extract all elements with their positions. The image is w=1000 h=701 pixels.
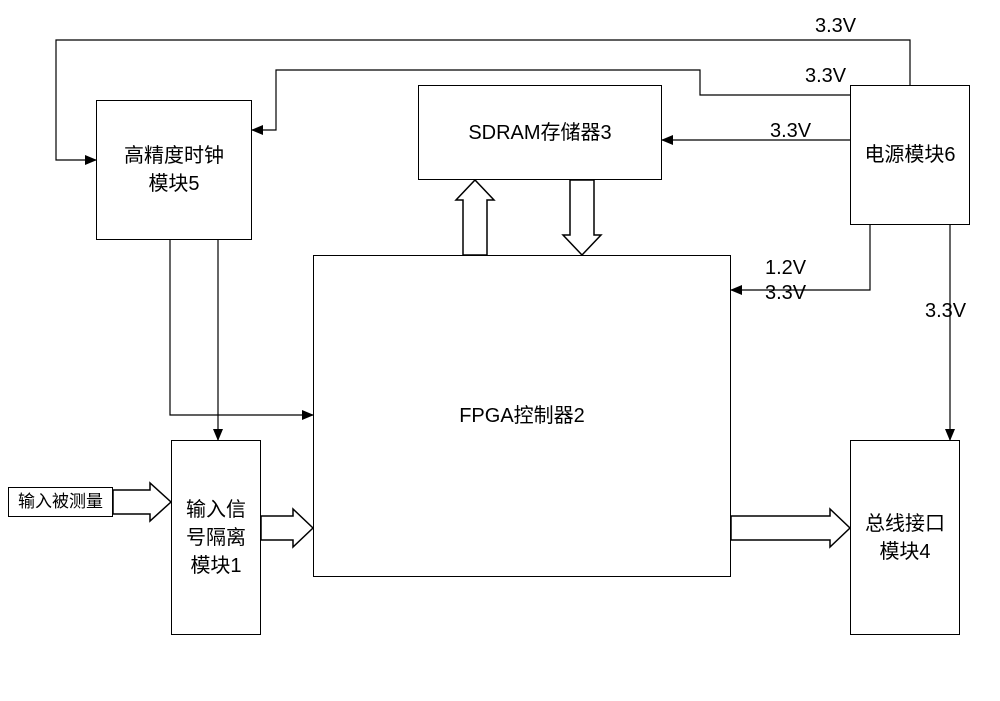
voltage-clk-33v: 3.3V (805, 65, 846, 88)
bus-interface-box: 总线接口 模块4 (850, 440, 960, 635)
sdram-label: SDRAM存储器3 (468, 119, 611, 147)
fpga-label: FPGA控制器2 (459, 402, 585, 430)
iso-label-l2: 号隔离 (186, 527, 246, 549)
bus-label-l2: 模块4 (879, 541, 930, 563)
input-isolation-box: 输入信 号隔离 模块1 (171, 440, 261, 635)
power-module-box: 电源模块6 (850, 85, 970, 225)
voltage-top-33v: 3.3V (815, 15, 856, 38)
input-measured-label: 输入被测量 (18, 490, 103, 514)
fpga-controller-box: FPGA控制器2 (313, 255, 731, 577)
sdram-box: SDRAM存储器3 (418, 85, 662, 180)
diagram-canvas: 高精度时钟 模块5 SDRAM存储器3 电源模块6 FPGA控制器2 输入信 号… (0, 0, 1000, 701)
clock-module-box: 高精度时钟 模块5 (96, 100, 252, 240)
voltage-bus-33v: 3.3V (925, 300, 966, 323)
iso-label-l1: 输入信 (186, 499, 246, 521)
input-measured-box: 输入被测量 (8, 487, 113, 517)
clock-label-l2: 模块5 (148, 173, 199, 195)
power-label: 电源模块6 (864, 141, 955, 169)
voltage-sdram-33v: 3.3V (770, 120, 811, 143)
iso-label-l3: 模块1 (190, 555, 241, 577)
voltage-fpga-12v: 1.2V (765, 257, 806, 280)
clock-label-l1: 高精度时钟 (124, 145, 224, 167)
voltage-fpga-33v: 3.3V (765, 282, 806, 305)
bus-label-l1: 总线接口 (865, 513, 945, 535)
